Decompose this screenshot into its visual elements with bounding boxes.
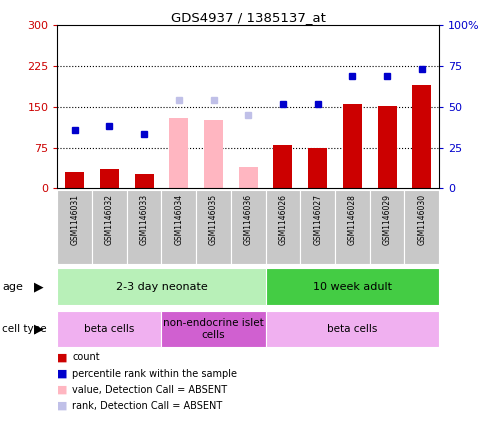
Bar [265, 190, 300, 264]
Text: GSM1146033: GSM1146033 [140, 194, 149, 245]
Bar [127, 190, 162, 264]
Bar [265, 269, 439, 305]
Text: ■: ■ [57, 385, 68, 395]
Bar [135, 173, 154, 188]
Text: GSM1146028: GSM1146028 [348, 194, 357, 245]
Bar [308, 148, 327, 188]
Text: GSM1146035: GSM1146035 [209, 194, 218, 245]
Text: age: age [2, 282, 23, 292]
Bar [273, 145, 292, 188]
Text: GSM1146029: GSM1146029 [383, 194, 392, 245]
Text: cell type: cell type [2, 324, 47, 334]
Text: 2-3 day neonate: 2-3 day neonate [116, 282, 208, 291]
Text: GSM1146034: GSM1146034 [174, 194, 183, 245]
Text: ▶: ▶ [34, 323, 43, 335]
Text: ■: ■ [57, 368, 68, 379]
Text: ▶: ▶ [34, 280, 43, 293]
Title: GDS4937 / 1385137_at: GDS4937 / 1385137_at [171, 11, 326, 24]
Bar [92, 190, 127, 264]
Bar [370, 190, 404, 264]
Text: beta cells: beta cells [327, 324, 378, 334]
Text: GSM1146027: GSM1146027 [313, 194, 322, 245]
Text: ■: ■ [57, 352, 68, 363]
Text: GSM1146036: GSM1146036 [244, 194, 253, 245]
Bar [265, 311, 439, 347]
Bar [162, 190, 196, 264]
Text: beta cells: beta cells [84, 324, 135, 334]
Bar [162, 311, 265, 347]
Text: GSM1146026: GSM1146026 [278, 194, 287, 245]
Text: non-endocrine islet
cells: non-endocrine islet cells [163, 318, 264, 340]
Bar [196, 190, 231, 264]
Bar [100, 169, 119, 188]
Text: GSM1146032: GSM1146032 [105, 194, 114, 245]
Bar [404, 190, 439, 264]
Text: ■: ■ [57, 401, 68, 411]
Text: GSM1146030: GSM1146030 [417, 194, 426, 245]
Text: GSM1146031: GSM1146031 [70, 194, 79, 245]
Bar [231, 190, 265, 264]
Text: rank, Detection Call = ABSENT: rank, Detection Call = ABSENT [72, 401, 223, 411]
Text: value, Detection Call = ABSENT: value, Detection Call = ABSENT [72, 385, 228, 395]
Bar [378, 106, 397, 188]
Bar [343, 104, 362, 188]
Bar [412, 85, 431, 188]
Bar [300, 190, 335, 264]
Bar [57, 190, 92, 264]
Text: 10 week adult: 10 week adult [313, 282, 392, 291]
Bar [65, 172, 84, 188]
Text: count: count [72, 352, 100, 363]
Bar [169, 118, 189, 188]
Bar [239, 167, 258, 188]
Bar [57, 269, 265, 305]
Bar [57, 311, 162, 347]
Bar [335, 190, 370, 264]
Bar [204, 121, 223, 188]
Text: percentile rank within the sample: percentile rank within the sample [72, 368, 238, 379]
